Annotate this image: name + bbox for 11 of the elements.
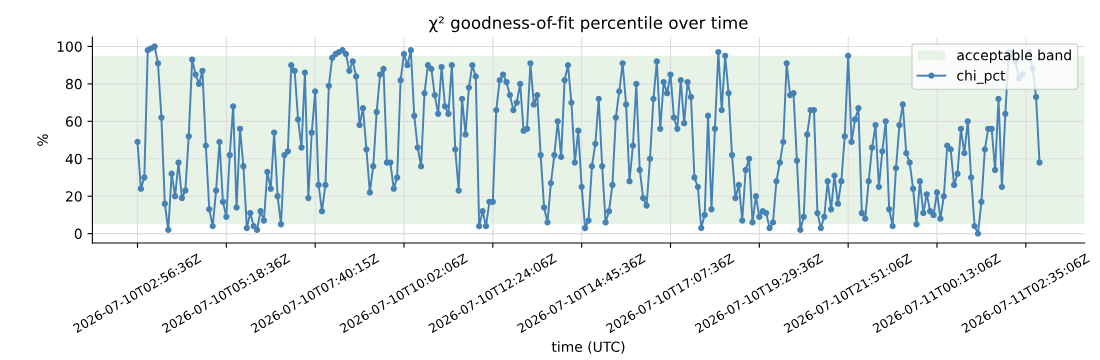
legend-label: chi_pct [957,69,1006,84]
y-tick-label: 80 [65,78,82,90]
chart-title: χ² goodness-of-fit percentile over time [429,16,748,33]
y-tick-label: 0 [74,228,82,240]
band-label: acceptable band [957,49,1071,64]
y-tick-label: 40 [65,153,82,165]
x-axis-title: time (UTC) [551,341,625,354]
y-tick-label: 20 [66,191,82,202]
y-tick-label: 100 [57,41,82,52]
y-axis-title: % [37,134,48,146]
y-tick-label: 60 [65,116,82,127]
